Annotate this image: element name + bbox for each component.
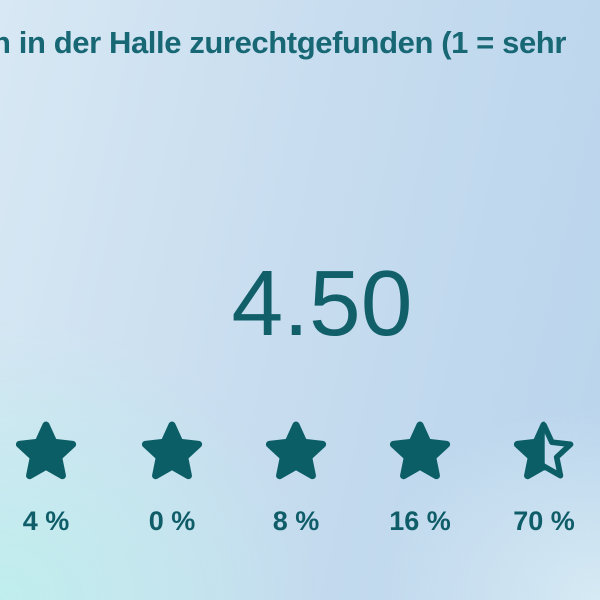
rating-column-1-star: 4 % xyxy=(0,418,106,537)
rating-percent-1-star: 4 % xyxy=(22,506,70,536)
rating-distribution: 4 % 0 % 8 % 16 % 70 % xyxy=(0,418,600,548)
average-rating-value: 4.50 xyxy=(231,251,413,355)
star-full-icon xyxy=(15,421,77,480)
star-half-icon xyxy=(513,421,574,480)
rating-percent-5-stars: 70 % xyxy=(513,506,575,536)
star-full-icon xyxy=(141,421,203,480)
rating-percent-2-stars: 0 % xyxy=(148,506,196,536)
star-full-icon xyxy=(265,421,327,480)
rating-column-2-stars: 0 % xyxy=(112,418,232,537)
question-title: n in der Halle zurechtgefunden (1 = sehr xyxy=(0,25,566,60)
rating-column-3-stars: 8 % xyxy=(236,418,356,537)
rating-column-5-stars: 70 % xyxy=(484,418,600,537)
star-full-icon xyxy=(389,421,451,480)
rating-column-4-stars: 16 % xyxy=(360,418,480,537)
rating-percent-4-stars: 16 % xyxy=(389,506,451,536)
rating-percent-3-stars: 8 % xyxy=(272,506,320,536)
